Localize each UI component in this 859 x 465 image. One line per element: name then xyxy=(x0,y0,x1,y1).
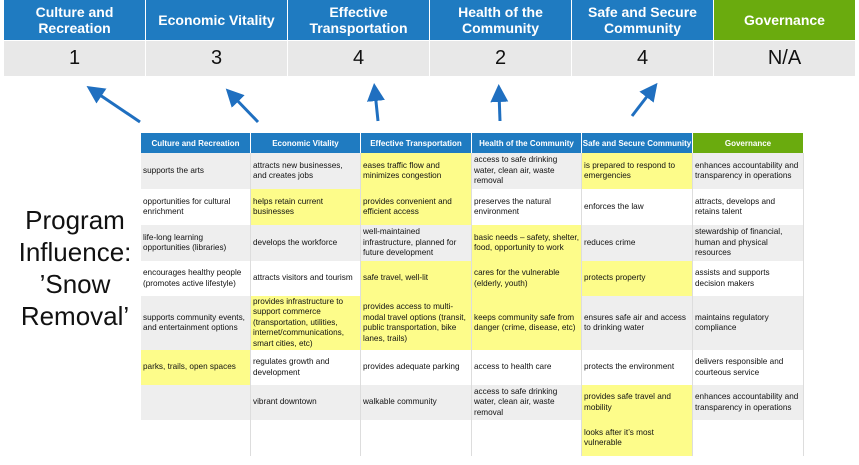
table-cell: delivers responsible and courteous servi… xyxy=(693,350,804,385)
table-cell: keeps community safe from danger (crime,… xyxy=(472,296,582,350)
table-cell xyxy=(693,420,804,456)
table-cell: protects the environment xyxy=(582,350,693,385)
table-cell: access to safe drinking water, clean air… xyxy=(472,385,582,420)
table-cell: access to health care xyxy=(472,350,582,385)
table-cell: well-maintained infrastructure, planned … xyxy=(361,225,472,261)
score-governance: N/A xyxy=(714,40,856,76)
table-cell: supports community events, and entertain… xyxy=(141,296,251,350)
table-cell xyxy=(472,420,582,456)
table-cell: provides access to multi-modal travel op… xyxy=(361,296,472,350)
header-safe: Safe and Secure Community xyxy=(572,0,714,40)
table-cell: supports the arts xyxy=(141,153,251,189)
table-cell: develops the workforce xyxy=(251,225,361,261)
table-cell: safe travel, well-lit xyxy=(361,261,472,296)
table-cell: looks after it’s most vulnerable xyxy=(582,420,693,456)
score-economic: 3 xyxy=(146,40,288,76)
header-culture: Culture and Recreation xyxy=(4,0,146,40)
table-cell: reduces crime xyxy=(582,225,693,261)
arrow-icon xyxy=(366,83,385,122)
table-cell: eases traffic flow and minimizes congest… xyxy=(361,153,472,189)
table-cell: enhances accountability and transparency… xyxy=(693,153,804,189)
table-cell: opportunities for cultural enrichment xyxy=(141,189,251,225)
arrow-icon xyxy=(490,84,509,122)
table-cell: ensures safe air and access to drinking … xyxy=(582,296,693,350)
table-cell: cares for the vulnerable (elderly, youth… xyxy=(472,261,582,296)
table-cell: attracts visitors and tourism xyxy=(251,261,361,296)
influence-table: Culture and Recreation Economic Vitality E… xyxy=(141,133,804,456)
table-cell: provides convenient and efficient access xyxy=(361,189,472,225)
table-cell: maintains regulatory compliance xyxy=(693,296,804,350)
table-header: Health of the Community xyxy=(472,133,582,153)
program-title: Program Influence: ’Snow Removal’ xyxy=(18,205,132,331)
header-economic: Economic Vitality xyxy=(146,0,288,40)
table-cell: walkable community xyxy=(361,385,472,420)
table-cell: helps retain current businesses xyxy=(251,189,361,225)
table-header: Culture and Recreation xyxy=(141,133,251,153)
table-cell: assists and supports decision makers xyxy=(693,261,804,296)
table-cell xyxy=(361,420,472,456)
arrow-icon xyxy=(225,88,260,124)
table-cell: preserves the natural environment xyxy=(472,189,582,225)
header-governance: Governance xyxy=(714,0,856,40)
header-health: Health of the Community xyxy=(430,0,572,40)
table-cell: provides infrastructure to support comme… xyxy=(251,296,361,350)
table-cell: provides safe travel and mobility xyxy=(582,385,693,420)
score-health: 2 xyxy=(430,40,572,76)
table-header: Economic Vitality xyxy=(251,133,361,153)
table-cell: basic needs – safety, shelter, food, opp… xyxy=(472,225,582,261)
table-header: Governance xyxy=(693,133,804,153)
score-safe: 4 xyxy=(572,40,714,76)
table-cell: attracts new businesses, and creates job… xyxy=(251,153,361,189)
table-cell: regulates growth and development xyxy=(251,350,361,385)
score-header: Culture and Recreation Economic Vitality… xyxy=(4,0,856,76)
score-culture: 1 xyxy=(4,40,146,76)
arrow-icon xyxy=(86,85,141,124)
table-cell: attracts, develops and retains talent xyxy=(693,189,804,225)
table-cell xyxy=(141,385,251,420)
table-cell: life-long learning opportunities (librar… xyxy=(141,225,251,261)
arrow-icon xyxy=(630,82,658,117)
table-cell: protects property xyxy=(582,261,693,296)
table-cell: access to safe drinking water, clean air… xyxy=(472,153,582,189)
table-cell: parks, trails, open spaces xyxy=(141,350,251,385)
table-header: Safe and Secure Community xyxy=(582,133,693,153)
header-transportation: Effective Transportation xyxy=(288,0,430,40)
table-cell xyxy=(251,420,361,456)
table-cell: is prepared to respond to emergencies xyxy=(582,153,693,189)
score-transportation: 4 xyxy=(288,40,430,76)
table-cell: encourages healthy people (promotes acti… xyxy=(141,261,251,296)
table-cell: enforces the law xyxy=(582,189,693,225)
table-cell: provides adequate parking xyxy=(361,350,472,385)
table-header: Effective Transportation xyxy=(361,133,472,153)
table-cell: enhances accountability and transparency… xyxy=(693,385,804,420)
table-cell: vibrant downtown xyxy=(251,385,361,420)
table-cell xyxy=(141,420,251,456)
table-cell: stewardship of financial, human and phys… xyxy=(693,225,804,261)
